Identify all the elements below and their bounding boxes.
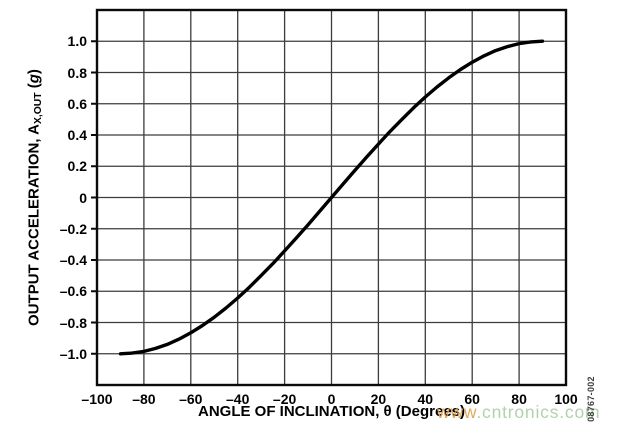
y-tick-label: 0.6 [67, 95, 87, 112]
x-tick-label: 20 [370, 391, 387, 407]
watermark-domain: .cntronics.com [476, 402, 601, 422]
x-tick-label: 0 [327, 391, 336, 407]
y-tick-label: 0.8 [67, 64, 87, 81]
y-tick-label: 0.2 [67, 158, 87, 175]
plot-border [95, 8, 568, 387]
x-tick-label: –60 [179, 391, 203, 407]
sine-curve [118, 39, 545, 356]
x-tick-label: –40 [226, 391, 250, 407]
y-tick-label: –0.2 [59, 220, 87, 237]
watermark-www: www [437, 402, 477, 422]
x-tick-label: –20 [272, 391, 297, 407]
x-tick-label: –100 [81, 391, 113, 407]
y-tick-label: –1.0 [59, 345, 87, 362]
y-axis-title-main: OUTPUT ACCELERATION, A [25, 124, 43, 326]
y-axis-title: OUTPUT ACCELERATION, AX,OUT (g) [26, 38, 45, 358]
y-tick-label: –0.6 [59, 283, 87, 300]
y-axis-title-subscript: X,OUT [33, 92, 45, 125]
y-axis-title-unit-g: g [25, 74, 43, 84]
watermark: www.cntronics.com [437, 402, 600, 423]
x-tick-label: 60 [464, 391, 480, 407]
y-tick-label: 1.0 [67, 33, 87, 50]
x-tick-label: 80 [511, 391, 527, 407]
x-tick-label: 100 [554, 391, 578, 407]
y-tick-label: 0.4 [67, 127, 87, 143]
figure-number: 08767-002 [586, 376, 596, 422]
x-axis-title: ANGLE OF INCLINATION, θ (Degrees) [197, 403, 465, 420]
y-tick-label: –0.8 [59, 314, 87, 331]
y-axis-title-unit-close: ) [25, 69, 43, 75]
x-tick-label: 40 [417, 391, 434, 407]
y-axis-title-unit-open: ( [25, 83, 43, 93]
x-tick-label: –80 [132, 391, 156, 407]
y-tick-label: 0 [79, 189, 87, 206]
y-tick-label: –0.4 [59, 252, 87, 268]
